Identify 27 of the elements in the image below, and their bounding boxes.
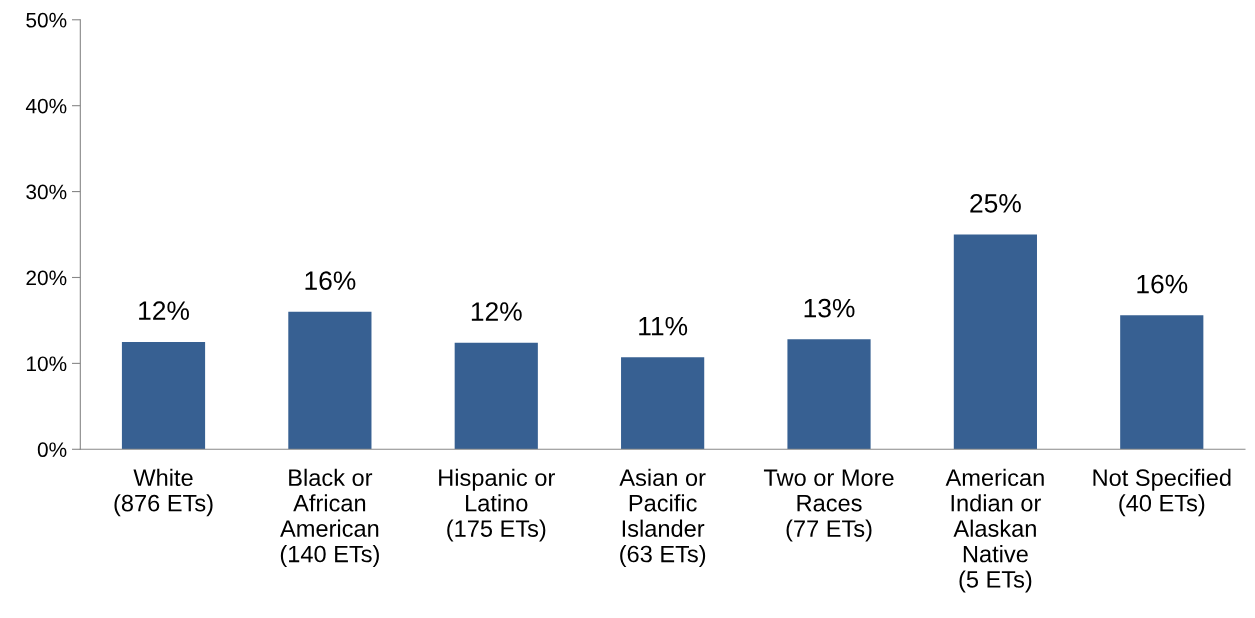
data-label: 12% — [139, 301, 189, 320]
bar — [953, 234, 1037, 450]
bar — [787, 339, 871, 450]
bar — [621, 357, 705, 450]
x-tick-label: White (876 ETs) — [114, 468, 213, 517]
y-tick-label: 10% — [27, 356, 67, 372]
x-tick-label: Black or African American (140 ETs) — [280, 468, 379, 568]
x-tick-label: Two or More Races (77 ETs) — [763, 469, 894, 542]
data-label: 25% — [970, 193, 1021, 213]
y-tick-label: 30% — [26, 184, 67, 200]
y-tick-label: 20% — [26, 270, 67, 286]
data-label: 16% — [305, 271, 356, 290]
data-label: 13% — [804, 298, 855, 318]
data-label: 12% — [471, 302, 522, 321]
y-tick-label: 50% — [26, 12, 67, 28]
bar — [1120, 315, 1204, 450]
bar — [121, 341, 206, 450]
x-tick-label: Asian or Pacific Islander (63 ETs) — [619, 468, 706, 568]
x-tick-label: American Indian or Alaskan Native (5 ETs) — [945, 468, 1044, 593]
y-tick-label: 40% — [25, 98, 67, 114]
x-tick-label: Not Specified (40 ETs) — [1093, 468, 1231, 517]
x-tick-label: Hispanic or Latino (175 ETs) — [439, 468, 555, 542]
data-label: 11% — [639, 316, 688, 336]
data-label: 16% — [1137, 274, 1188, 294]
bar — [454, 342, 538, 450]
bar — [288, 311, 372, 450]
y-tick-label: 0% — [37, 442, 67, 458]
